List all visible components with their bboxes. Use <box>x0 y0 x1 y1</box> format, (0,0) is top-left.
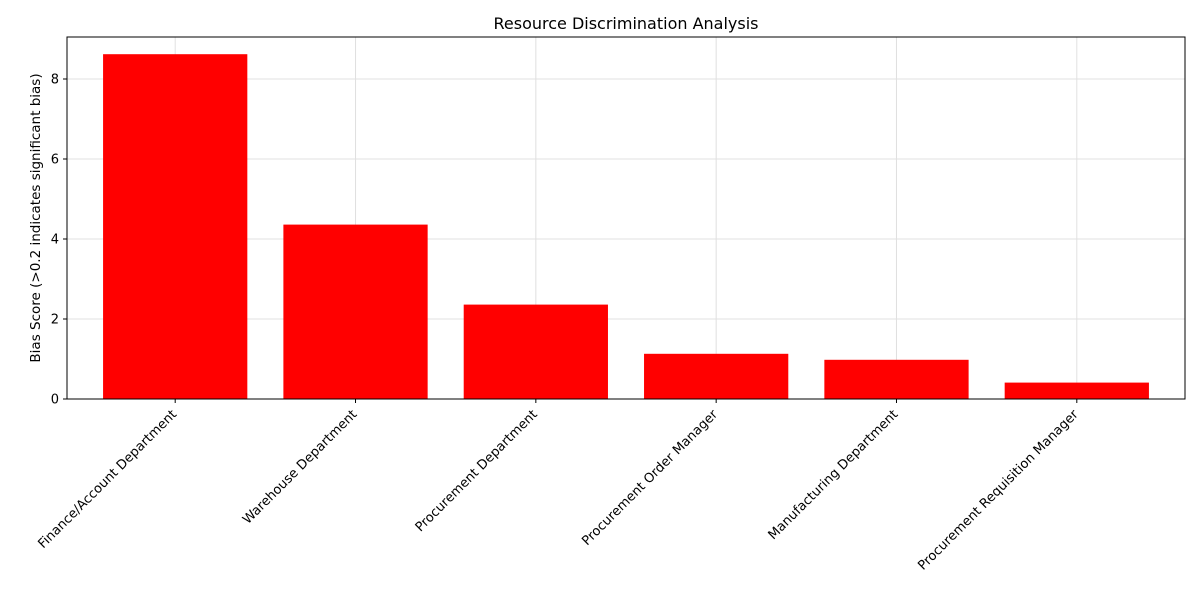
y-axis-label: Bias Score (>0.2 indicates significant b… <box>28 73 44 362</box>
plot-frame <box>66 36 1186 400</box>
y-axis: 0 2 4 6 8 <box>51 73 67 408</box>
y-tick-label: 0 <box>51 393 59 408</box>
x-tick-label: Warehouse Department <box>240 407 360 527</box>
y-tick-label: 4 <box>51 233 59 248</box>
x-tick-label: Procurement Requisition Manager <box>915 407 1082 574</box>
bar <box>644 353 789 399</box>
bar <box>1004 382 1149 399</box>
chart-title: Resource Discrimination Analysis <box>493 14 758 33</box>
y-tick-label: 2 <box>51 313 59 328</box>
x-axis: Finance/Account Department Warehouse Depa… <box>35 399 1082 574</box>
y-tick-label: 6 <box>51 153 59 168</box>
x-tick-label: Procurement Order Manager <box>579 407 721 549</box>
y-tick-label: 8 <box>51 73 59 88</box>
bars-layer <box>103 54 1149 399</box>
bar <box>283 224 428 399</box>
bar <box>103 54 248 399</box>
x-tick-label: Procurement Department <box>413 407 541 535</box>
x-tick-label: Manufacturing Department <box>766 407 902 543</box>
bar <box>824 359 969 399</box>
bar <box>463 304 608 399</box>
x-tick-label: Finance/Account Department <box>35 407 180 552</box>
